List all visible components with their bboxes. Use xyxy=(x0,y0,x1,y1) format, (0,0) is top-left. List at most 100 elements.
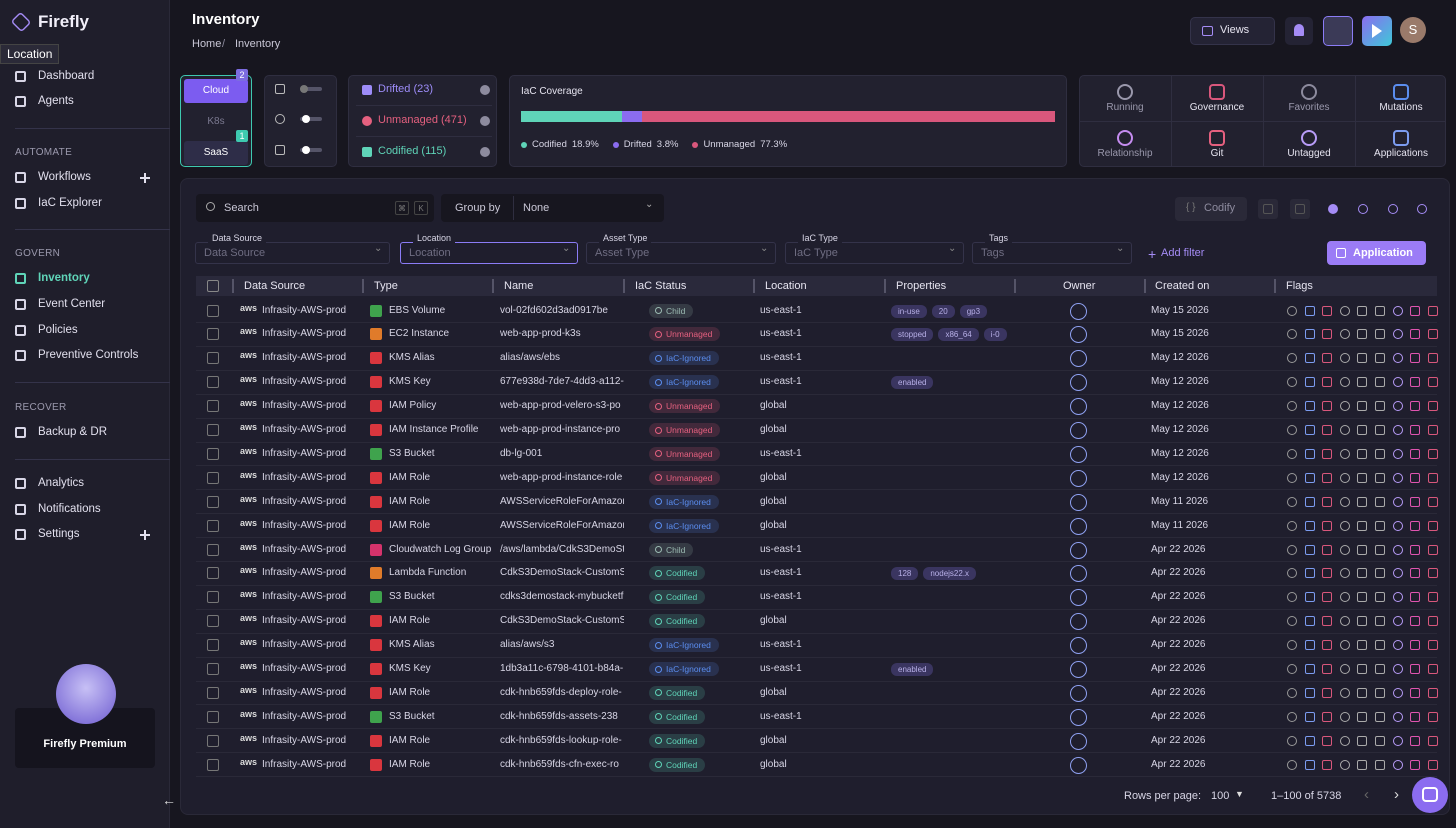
views-label[interactable]: Views xyxy=(1220,24,1250,36)
flag-icon[interactable] xyxy=(1392,520,1403,531)
asset-name[interactable]: vol-02fd602d3ad0917be xyxy=(500,304,608,316)
flag-icon[interactable] xyxy=(1410,568,1421,579)
flag-icon[interactable] xyxy=(1375,496,1385,507)
flag-icon[interactable] xyxy=(1304,640,1315,651)
flag-icon[interactable] xyxy=(1427,496,1438,507)
flag-icon[interactable] xyxy=(1427,687,1438,698)
nav-item[interactable]: Inventory xyxy=(38,272,90,284)
status-filter[interactable]: Unmanaged (471) xyxy=(378,114,467,126)
flag-icon[interactable] xyxy=(1357,472,1368,483)
flag-icon[interactable] xyxy=(1304,353,1315,364)
flag-icon[interactable] xyxy=(1392,377,1403,388)
flag-icon[interactable] xyxy=(1304,687,1315,698)
flag-icon[interactable] xyxy=(1339,520,1350,531)
flag-icon[interactable] xyxy=(1322,544,1333,555)
flag-icon[interactable] xyxy=(1375,401,1385,412)
flag-icon[interactable] xyxy=(1410,353,1421,364)
flag-icon[interactable] xyxy=(1427,472,1438,483)
flag-icon[interactable] xyxy=(1304,472,1315,483)
row-checkbox[interactable] xyxy=(207,400,219,413)
flag-icon[interactable] xyxy=(1410,520,1421,531)
row-checkbox[interactable] xyxy=(207,758,219,771)
flag-icon[interactable] xyxy=(1427,377,1438,388)
flag-icon[interactable] xyxy=(1410,687,1421,698)
flag-icon[interactable] xyxy=(1287,664,1297,674)
flag-icon[interactable] xyxy=(1427,401,1438,412)
flag-icon[interactable] xyxy=(1410,448,1421,459)
flag-icon[interactable] xyxy=(1304,735,1315,746)
flag-icon[interactable] xyxy=(1410,759,1421,770)
flag-icon[interactable] xyxy=(1357,496,1368,507)
flag-icon[interactable] xyxy=(1410,425,1421,435)
quick-filter[interactable]: Running xyxy=(1106,102,1144,113)
column-header[interactable]: Properties xyxy=(896,280,947,292)
flag-icon[interactable] xyxy=(1410,616,1421,627)
flag-icon[interactable] xyxy=(1322,353,1333,364)
asset-name[interactable]: cdk-hnb659fds-cfn-exec-ro xyxy=(500,758,619,770)
flag-icon[interactable] xyxy=(1304,616,1315,627)
avatar[interactable] xyxy=(1400,17,1426,43)
flag-icon[interactable] xyxy=(1339,687,1350,698)
flag-icon[interactable] xyxy=(1322,377,1333,388)
row-checkbox[interactable] xyxy=(207,567,219,580)
flag-icon[interactable] xyxy=(1339,735,1350,746)
flag-icon[interactable] xyxy=(1392,568,1403,579)
flag-icon[interactable] xyxy=(1375,735,1385,746)
quick-filter[interactable]: Governance xyxy=(1189,102,1245,113)
search-box[interactable] xyxy=(196,194,434,222)
flag-icon[interactable] xyxy=(1410,401,1421,412)
nav-item[interactable]: Agents xyxy=(38,95,74,107)
nav-item[interactable]: Preventive Controls xyxy=(38,349,139,362)
row-checkbox[interactable] xyxy=(207,710,219,723)
filter-select[interactable] xyxy=(195,242,390,264)
flag-icon[interactable] xyxy=(1357,377,1368,388)
nav-item[interactable]: Policies xyxy=(38,323,78,336)
flag-icon[interactable] xyxy=(1304,544,1315,555)
search-placeholder[interactable]: Search xyxy=(224,202,259,214)
flag-icon[interactable] xyxy=(1410,305,1421,316)
flag-icon[interactable] xyxy=(1339,353,1350,364)
filter-placeholder[interactable]: Asset Type xyxy=(595,247,650,259)
flag-icon[interactable] xyxy=(1304,592,1315,603)
quick-filter[interactable]: Untagged xyxy=(1287,148,1331,159)
flag-icon[interactable] xyxy=(1375,448,1385,459)
asset-name[interactable]: cdk-hnb659fds-deploy-role- xyxy=(500,686,622,698)
flag-icon[interactable] xyxy=(1304,520,1315,531)
flag-icon[interactable] xyxy=(1375,640,1385,651)
flag-icon[interactable] xyxy=(1427,425,1438,435)
column-header[interactable]: Data Source xyxy=(244,280,306,292)
filter-placeholder[interactable]: Data Source xyxy=(204,247,266,259)
status-filter[interactable]: Drifted (23) xyxy=(378,83,434,95)
toggle-knob[interactable] xyxy=(302,115,310,123)
flag-icon[interactable] xyxy=(1427,616,1438,627)
asset-name[interactable]: web-app-prod-velero-s3-po xyxy=(500,400,621,412)
flag-icon[interactable] xyxy=(1322,616,1333,627)
flag-icon[interactable] xyxy=(1287,472,1297,483)
prev-page[interactable]: ‹ xyxy=(1364,786,1369,803)
status-filter[interactable]: Codified (115) xyxy=(378,145,447,157)
asset-name[interactable]: /aws/lambda/CdkS3DemoSta xyxy=(500,543,624,555)
next-page[interactable]: › xyxy=(1394,786,1399,803)
nav-item[interactable]: Notifications xyxy=(38,502,101,515)
flag-icon[interactable] xyxy=(1339,425,1350,435)
asset-name[interactable]: CdkS3DemoStack-CustomS xyxy=(500,615,624,627)
row-checkbox[interactable] xyxy=(207,471,219,484)
asset-name[interactable]: AWSServiceRoleForAmazonE xyxy=(500,495,624,507)
row-checkbox[interactable] xyxy=(207,376,219,389)
flag-icon[interactable] xyxy=(1375,305,1385,316)
row-checkbox[interactable] xyxy=(207,352,219,365)
nav-item[interactable]: Event Center xyxy=(38,297,106,310)
flag-icon[interactable] xyxy=(1287,353,1297,364)
flag-icon[interactable] xyxy=(1392,640,1403,651)
flag-icon[interactable] xyxy=(1339,664,1350,674)
flag-icon[interactable] xyxy=(1392,544,1403,555)
flag-icon[interactable] xyxy=(1392,401,1403,412)
row-checkbox[interactable] xyxy=(207,639,219,652)
flag-icon[interactable] xyxy=(1322,520,1333,531)
flag-icon[interactable] xyxy=(1392,472,1403,483)
flag-icon[interactable] xyxy=(1322,568,1333,579)
flag-icon[interactable] xyxy=(1357,305,1368,316)
flag-icon[interactable] xyxy=(1375,544,1385,555)
row-checkbox[interactable] xyxy=(207,424,219,436)
flag-icon[interactable] xyxy=(1339,544,1350,555)
